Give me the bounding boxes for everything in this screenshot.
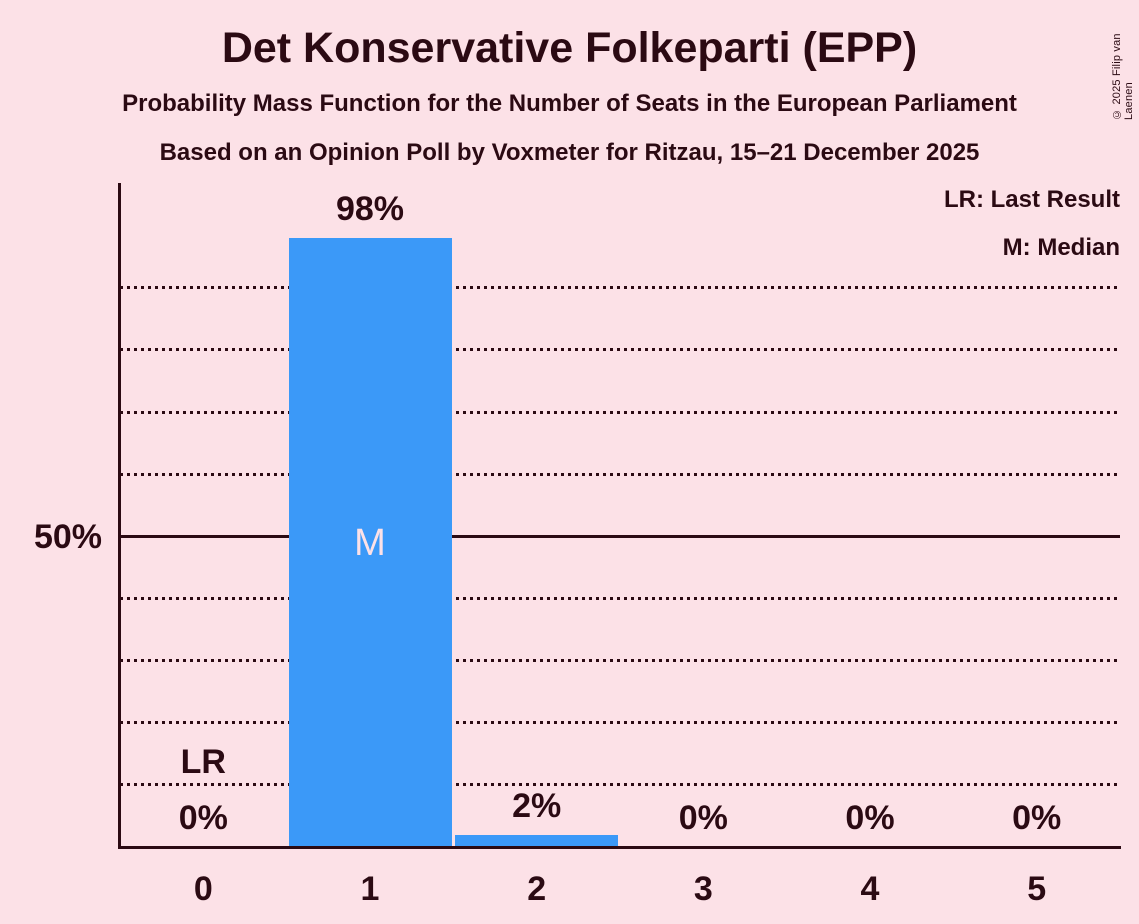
legend-last-result: LR: Last Result	[943, 186, 1120, 213]
gridline-80pct	[120, 348, 1120, 352]
gridline-30pct	[120, 659, 1120, 663]
chart-subtitle-poll: Based on an Opinion Poll by Voxmeter for…	[159, 139, 980, 166]
gridline-90pct	[120, 286, 1120, 290]
bar-seats-2	[455, 834, 619, 847]
last-result-marker: LR	[180, 743, 226, 781]
copyright-notice: © 2025 Filip van Laenen	[1111, 33, 1135, 120]
plot-area: 0% 0 98% 1 2% 2 0% 3 0% 4 0% 5 LR M	[120, 183, 1120, 908]
y-axis-50pct-label: 50%	[33, 518, 102, 556]
bar-value-label-3: 0%	[678, 799, 728, 837]
median-marker: M	[354, 522, 386, 565]
x-axis-line	[118, 846, 1121, 849]
gridline-10pct	[120, 783, 1120, 787]
x-tick-label-1: 1	[360, 870, 380, 908]
gridline-20pct	[120, 721, 1120, 725]
gridline-70pct	[120, 410, 1120, 414]
y-axis-line	[118, 183, 121, 849]
majority-50pct-line	[120, 534, 1120, 538]
bar-value-label-5: 0%	[1012, 799, 1062, 837]
x-tick-label-0: 0	[193, 870, 213, 908]
bar-value-label-0: 0%	[178, 799, 228, 837]
x-tick-label-3: 3	[693, 870, 713, 908]
chart-subtitle-pmf: Probability Mass Function for the Number…	[122, 90, 1017, 117]
x-tick-label-2: 2	[527, 870, 547, 908]
x-tick-label-4: 4	[860, 870, 880, 908]
bar-seats-1	[288, 238, 452, 847]
gridline-60pct	[120, 472, 1120, 476]
bar-value-label-2: 2%	[512, 786, 562, 825]
gridline-40pct	[120, 596, 1120, 600]
bar-value-label-1: 98%	[335, 190, 405, 228]
chart-title: Det Konservative Folkeparti (EPP)	[221, 24, 918, 72]
bar-value-label-4: 0%	[845, 799, 895, 837]
legend-median: M: Median	[1002, 234, 1120, 261]
x-tick-label-5: 5	[1027, 870, 1047, 908]
